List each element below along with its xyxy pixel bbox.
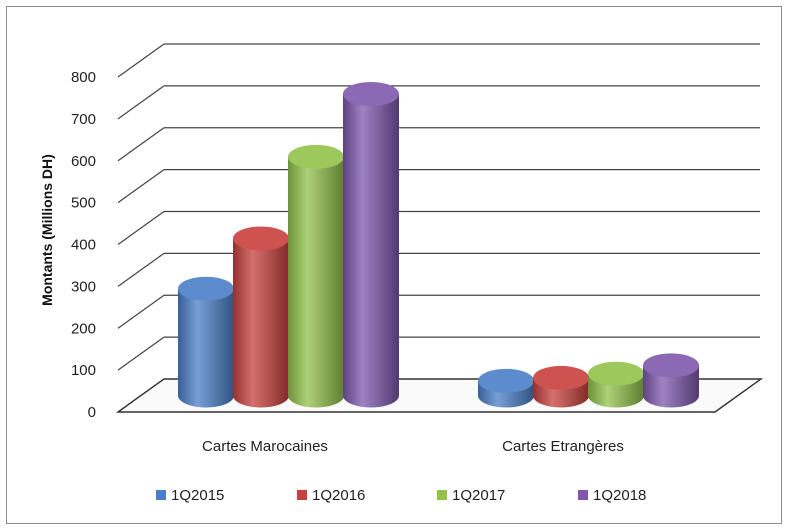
legend: 1Q2015 1Q2016 1Q2017 1Q2018 — [156, 487, 646, 504]
category-label: Cartes Etrangères — [502, 438, 624, 455]
legend-swatch — [437, 490, 447, 500]
bar — [178, 288, 235, 408]
gridline-diag — [117, 252, 165, 287]
bar-top — [533, 365, 589, 390]
y-tick-label: 100 — [71, 362, 96, 379]
y-tick-label: 300 — [71, 278, 96, 295]
legend-swatch — [156, 490, 166, 500]
bar — [343, 94, 399, 408]
y-tick-label: 400 — [71, 237, 96, 254]
gridline-diag — [117, 127, 165, 162]
gridline-diag — [117, 43, 165, 78]
bar-top — [643, 353, 699, 378]
gridline-diag — [117, 85, 165, 120]
gridline-diag — [117, 336, 165, 371]
bar-top — [233, 226, 289, 251]
legend-label: 1Q2015 — [171, 487, 224, 504]
legend-label: 1Q2016 — [312, 487, 365, 504]
y-axis-ticks: 0 100 200 300 400 500 600 700 800 — [71, 69, 96, 421]
legend-swatch — [578, 490, 588, 500]
bar-top — [178, 276, 234, 301]
y-tick-label: 700 — [71, 111, 96, 128]
gridline-diag — [117, 169, 165, 204]
gridline-diag — [117, 294, 165, 329]
y-tick-label: 500 — [71, 195, 96, 212]
category-label: Cartes Marocaines — [202, 438, 328, 455]
y-axis-label: Montants (Millions DH) — [39, 154, 55, 306]
y-tick-label: 0 — [88, 404, 96, 421]
bar — [233, 238, 289, 408]
y-tick-label: 200 — [71, 320, 96, 337]
y-tick-label: 800 — [71, 69, 96, 86]
legend-swatch — [297, 490, 307, 500]
bar — [288, 156, 344, 408]
bar-top — [588, 361, 644, 386]
legend-label: 1Q2017 — [452, 487, 505, 504]
legend-label: 1Q2018 — [593, 487, 646, 504]
bar-top — [478, 368, 534, 393]
bar-top — [343, 82, 399, 106]
y-tick-label: 600 — [71, 153, 96, 170]
bar — [643, 365, 699, 408]
bar-top — [288, 144, 344, 169]
bars — [178, 82, 699, 408]
gridline-diag — [117, 211, 165, 245]
category-labels: Cartes Marocaines Cartes Etrangères — [202, 438, 624, 455]
